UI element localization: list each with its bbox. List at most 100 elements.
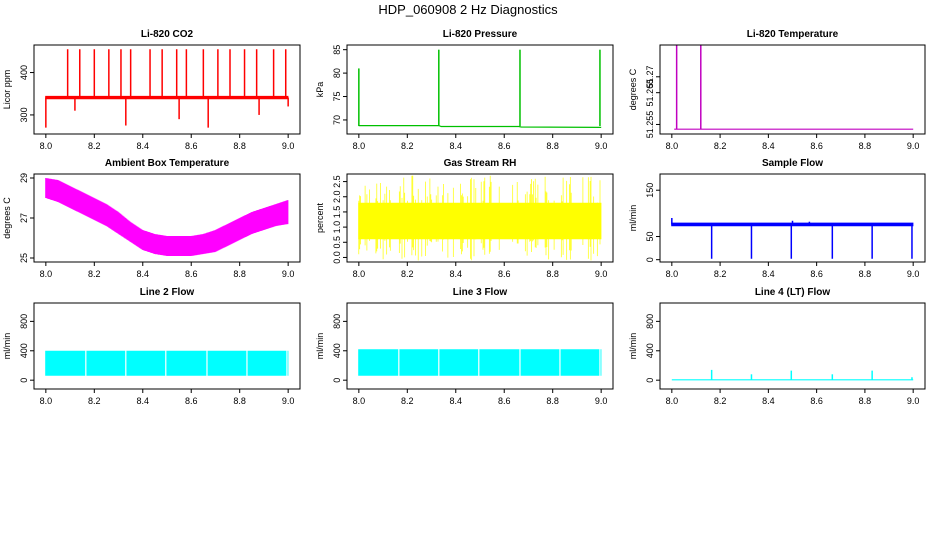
plot-frame	[346, 44, 614, 135]
x-tick-label: 8.4	[450, 141, 463, 151]
x-tick-label: 8.2	[88, 141, 101, 151]
x-tick-label: 8.0	[40, 269, 53, 279]
x-tick-label: 8.2	[88, 396, 101, 406]
x-tick-label: 8.0	[40, 396, 53, 406]
y-tick-label: 0	[332, 378, 342, 383]
x-tick-label: 8.8	[546, 396, 559, 406]
x-tick-label: 8.8	[859, 141, 872, 151]
x-tick-label: 8.4	[137, 141, 150, 151]
y-axis-label: ml/min	[628, 205, 638, 232]
panel-title: Sample Flow	[762, 158, 823, 169]
x-tick-label: 8.6	[810, 396, 823, 406]
y-tick-label: 0	[19, 378, 29, 383]
x-tick-label: 8.2	[401, 396, 414, 406]
y-tick-label: 0.5	[332, 236, 342, 249]
panel-7: Line 2 Flow 8.0 8.2 8.4 8.6 8.8 9.0 0 400 800 ml/m…	[2, 287, 301, 406]
y-tick-label: 51.27	[645, 66, 655, 89]
y-tick-label: 150	[645, 183, 655, 198]
x-tick-label: 9.0	[907, 141, 920, 151]
x-tick-label: 8.0	[40, 141, 53, 151]
panel-4: Ambient Box Temperature 8.0 8.2 8.4 8.6 8.8 9.…	[2, 158, 301, 279]
panel-5: Gas Stream RH 8.0 8.2 8.4 8.6 8.8 9.0 0.0 0.5 1.0…	[315, 158, 614, 279]
plot-frame	[659, 302, 926, 390]
y-tick-label: 0	[645, 257, 655, 262]
y-tick-label: 800	[645, 314, 655, 329]
plot-frame	[659, 173, 926, 263]
plot-frame	[33, 302, 301, 390]
x-tick-label: 8.6	[498, 269, 511, 279]
y-tick-label: 0.0	[332, 251, 342, 264]
x-tick-label: 8.0	[666, 396, 679, 406]
x-tick-label: 9.0	[282, 269, 295, 279]
x-tick-label: 8.6	[185, 396, 198, 406]
x-tick-label: 8.6	[185, 269, 198, 279]
x-tick-label: 8.2	[714, 396, 727, 406]
x-tick-label: 8.4	[137, 396, 150, 406]
y-tick-label: 2.0	[332, 191, 342, 204]
x-tick-label: 8.0	[666, 141, 679, 151]
panel-8: Line 3 Flow 8.0 8.2 8.4 8.6 8.8 9.0 0 400 800 ml/m…	[315, 287, 614, 406]
series-noise	[358, 175, 601, 261]
y-axis-label: ml/min	[2, 333, 12, 360]
x-tick-label: 8.4	[450, 396, 463, 406]
x-tick-label: 8.8	[546, 269, 559, 279]
x-tick-label: 8.4	[762, 269, 775, 279]
y-axis-label: ml/min	[628, 333, 638, 360]
x-tick-label: 8.8	[859, 396, 872, 406]
x-tick-label: 9.0	[282, 141, 295, 151]
y-tick-label: 2.5	[332, 175, 342, 188]
y-tick-label: 27	[19, 213, 29, 223]
y-tick-label: 51.255	[645, 111, 655, 139]
x-tick-label: 8.8	[546, 141, 559, 151]
panel-title: Li-820 Temperature	[747, 29, 839, 40]
series-band	[45, 178, 289, 256]
x-tick-label: 9.0	[595, 396, 608, 406]
y-tick-label: 75	[332, 92, 342, 102]
x-tick-label: 8.2	[401, 141, 414, 151]
x-tick-label: 8.0	[353, 269, 366, 279]
y-axis-label: degrees C	[628, 68, 638, 110]
y-axis-label: Licor ppm	[2, 70, 12, 110]
panel-3: Li-820 Temperature 8.0 8.2 8.4 8.6 8.8 9.0 51.2…	[628, 29, 926, 151]
x-tick-label: 8.6	[498, 396, 511, 406]
x-tick-label: 8.8	[233, 269, 246, 279]
panel-title: Line 3 Flow	[453, 287, 508, 298]
x-tick-label: 8.6	[185, 141, 198, 151]
y-tick-label: 400	[19, 343, 29, 358]
plot-frame	[659, 44, 926, 135]
x-tick-label: 9.0	[595, 269, 608, 279]
panel-title: Ambient Box Temperature	[105, 158, 230, 169]
panel-title: Line 4 (LT) Flow	[755, 287, 831, 298]
x-tick-label: 8.2	[88, 269, 101, 279]
panel-title: Line 2 Flow	[140, 287, 195, 298]
x-tick-label: 8.2	[714, 141, 727, 151]
y-tick-label: 51.265	[645, 79, 655, 107]
x-tick-label: 8.8	[859, 269, 872, 279]
y-axis-label: degrees C	[2, 197, 12, 239]
x-tick-label: 8.0	[353, 141, 366, 151]
x-tick-label: 8.6	[810, 141, 823, 151]
plot-frame	[346, 302, 614, 390]
y-tick-label: 400	[332, 343, 342, 358]
y-tick-label: 0	[645, 378, 655, 383]
panel-1: Li-820 CO2 8.0 8.2 8.4 8.6 8.8 9.0 300 400 Licor …	[2, 29, 301, 151]
x-tick-label: 9.0	[907, 269, 920, 279]
panel-title: Li-820 Pressure	[443, 29, 518, 40]
y-axis-label: ml/min	[315, 333, 325, 360]
panel-title: Gas Stream RH	[444, 158, 517, 169]
series-band	[358, 349, 602, 376]
series-line	[358, 124, 602, 128]
panel-9: Line 4 (LT) Flow 8.0 8.2 8.4 8.6 8.8 9.0 0 400 80…	[628, 287, 926, 406]
x-tick-label: 8.8	[233, 141, 246, 151]
x-tick-label: 8.6	[498, 141, 511, 151]
x-tick-label: 8.4	[137, 269, 150, 279]
x-tick-label: 9.0	[595, 141, 608, 151]
series-band	[45, 350, 289, 376]
x-tick-label: 8.4	[450, 269, 463, 279]
x-tick-label: 8.8	[233, 396, 246, 406]
x-tick-label: 8.6	[810, 269, 823, 279]
y-tick-label: 50	[645, 232, 655, 242]
y-tick-label: 300	[19, 107, 29, 122]
y-tick-label: 800	[332, 314, 342, 329]
